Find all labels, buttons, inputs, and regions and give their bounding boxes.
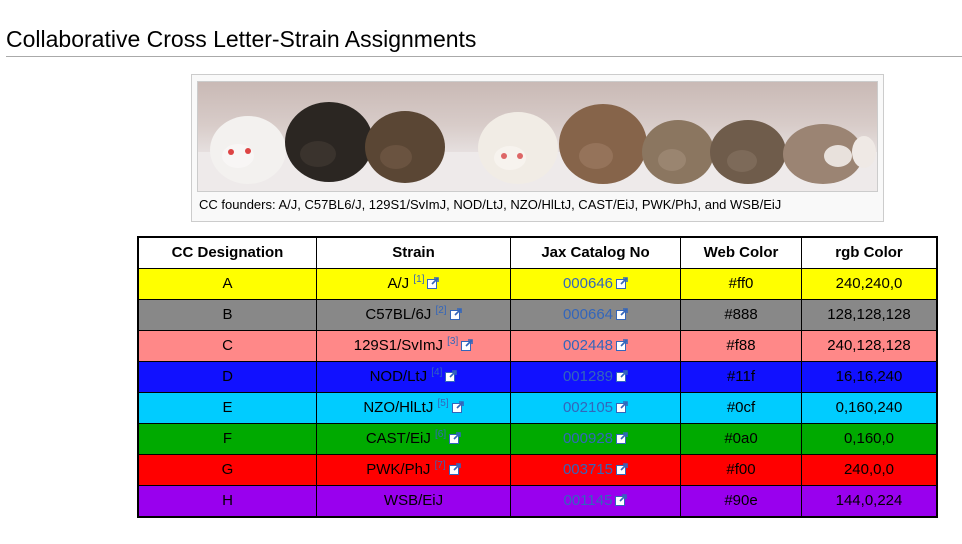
reference-link[interactable]: [7] (434, 460, 446, 471)
rgb-color-cell: 144,0,224 (801, 485, 938, 518)
reference-link[interactable]: [6] (435, 429, 447, 440)
figure-thumbnail: CC founders: A/J, C57BL6/J, 129S1/SvImJ,… (191, 74, 884, 222)
catalog-link[interactable]: 003715 (562, 461, 614, 478)
strain-name: NOD/LtJ (369, 368, 428, 385)
cc-designation-cell: D (137, 361, 317, 393)
catalog-link[interactable]: 000646 (562, 275, 614, 292)
external-link-icon[interactable] (451, 394, 464, 413)
cc-designation-cell: E (137, 392, 317, 424)
rgb-color-cell: 240,128,128 (801, 330, 938, 362)
web-color-cell: #f00 (680, 454, 802, 486)
rgb-color-cell: 128,128,128 (801, 299, 938, 331)
strain-name: PWK/PhJ (366, 461, 431, 478)
web-color-cell: #11f (680, 361, 802, 393)
external-link-icon[interactable] (448, 456, 461, 475)
strain-name: WSB/EiJ (383, 492, 444, 509)
jax-catalog-cell: 002448 (510, 330, 681, 362)
catalog-link[interactable]: 002448 (562, 337, 614, 354)
catalog-link[interactable]: 000664 (562, 306, 614, 323)
rgb-color-cell: 0,160,240 (801, 392, 938, 424)
strain-name: 129S1/SvImJ (353, 337, 443, 354)
catalog-link[interactable]: 000928 (562, 430, 614, 447)
external-link-icon[interactable] (461, 332, 474, 351)
external-link-icon[interactable] (616, 332, 628, 351)
web-color-cell: #ff0 (680, 268, 802, 300)
external-link-icon[interactable] (445, 363, 458, 382)
jax-catalog-cell: 000664 (510, 299, 681, 331)
external-link-icon[interactable] (449, 425, 461, 444)
table-row: D NOD/LtJ [4] 001289 #11f 16,16,240 (137, 361, 938, 393)
cc-designation-cell: A (137, 268, 317, 300)
external-link-icon[interactable] (616, 363, 628, 382)
web-color-cell: #0a0 (680, 423, 802, 455)
catalog-link[interactable]: 001145 (563, 492, 613, 509)
cc-designation-cell: G (137, 454, 317, 486)
table-row: G PWK/PhJ [7] 003715 #f00 240,0,0 (137, 454, 938, 486)
reference-link[interactable]: [2] (435, 305, 447, 316)
table-row: C 129S1/SvImJ [3] 002448 #f88 240,128,128 (137, 330, 938, 362)
header-jax-catalog-no: Jax Catalog No (510, 236, 681, 269)
mice-photo-illustration (198, 102, 877, 191)
jax-catalog-cell: 001289 (510, 361, 681, 393)
external-link-icon[interactable] (616, 425, 628, 444)
external-link-icon[interactable] (449, 301, 462, 320)
rgb-color-cell: 0,160,0 (801, 423, 938, 455)
external-link-icon[interactable] (615, 487, 628, 506)
cc-designation-cell: F (137, 423, 317, 455)
jax-catalog-cell: 003715 (510, 454, 681, 486)
strain-name: NZO/HlLtJ (363, 399, 434, 416)
table-row: A A/J [1] 000646 #ff0 240,240,0 (137, 268, 938, 300)
strain-cell: NOD/LtJ [4] (316, 361, 511, 393)
table-row: E NZO/HlLtJ [5] 002105 #0cf 0,160,240 (137, 392, 938, 424)
external-link-icon[interactable] (616, 270, 628, 289)
external-link-icon[interactable] (616, 456, 628, 475)
strain-cell: CAST/EiJ [6] (316, 423, 511, 455)
strain-cell: A/J [1] (316, 268, 511, 300)
reference-link[interactable]: [4] (431, 367, 443, 378)
table-header-row: CC Designation Strain Jax Catalog No Web… (137, 236, 938, 269)
catalog-link[interactable]: 002105 (562, 399, 614, 416)
header-rgb-color: rgb Color (801, 236, 938, 269)
web-color-cell: #f88 (680, 330, 802, 362)
assignment-table: CC Designation Strain Jax Catalog No Web… (137, 236, 938, 518)
mice-photo[interactable] (197, 81, 878, 192)
header-cc-designation: CC Designation (137, 236, 317, 269)
rgb-color-cell: 16,16,240 (801, 361, 938, 393)
web-color-cell: #888 (680, 299, 802, 331)
strain-cell: C57BL/6J [2] (316, 299, 511, 331)
cc-designation-cell: C (137, 330, 317, 362)
strain-name: CAST/EiJ (365, 430, 431, 447)
figure-caption: CC founders: A/J, C57BL6/J, 129S1/SvImJ,… (199, 197, 782, 212)
reference-link[interactable]: [3] (447, 336, 459, 347)
external-link-icon[interactable] (616, 394, 628, 413)
reference-link[interactable]: [1] (413, 274, 425, 285)
page-title: Collaborative Cross Letter-Strain Assign… (6, 24, 962, 57)
jax-catalog-cell: 001145 (510, 485, 681, 518)
header-strain: Strain (316, 236, 511, 269)
strain-name: C57BL/6J (365, 306, 432, 323)
strain-cell: PWK/PhJ [7] (316, 454, 511, 486)
strain-name: A/J (387, 275, 410, 292)
strain-cell: WSB/EiJ (316, 485, 511, 518)
jax-catalog-cell: 000928 (510, 423, 681, 455)
rgb-color-cell: 240,0,0 (801, 454, 938, 486)
strain-cell: 129S1/SvImJ [3] (316, 330, 511, 362)
cc-designation-cell: B (137, 299, 317, 331)
external-link-icon[interactable] (427, 270, 440, 289)
jax-catalog-cell: 000646 (510, 268, 681, 300)
header-web-color: Web Color (680, 236, 802, 269)
rgb-color-cell: 240,240,0 (801, 268, 938, 300)
catalog-link[interactable]: 001289 (562, 368, 614, 385)
reference-link[interactable]: [5] (437, 398, 449, 409)
table-row: F CAST/EiJ [6] 000928 #0a0 0,160,0 (137, 423, 938, 455)
jax-catalog-cell: 002105 (510, 392, 681, 424)
external-link-icon[interactable] (616, 301, 628, 320)
strain-cell: NZO/HlLtJ [5] (316, 392, 511, 424)
web-color-cell: #90e (680, 485, 802, 518)
cc-designation-cell: H (137, 485, 317, 518)
table-row: H WSB/EiJ 001145 #90e 144,0,224 (137, 485, 938, 518)
table-row: B C57BL/6J [2] 000664 #888 128,128,128 (137, 299, 938, 331)
web-color-cell: #0cf (680, 392, 802, 424)
